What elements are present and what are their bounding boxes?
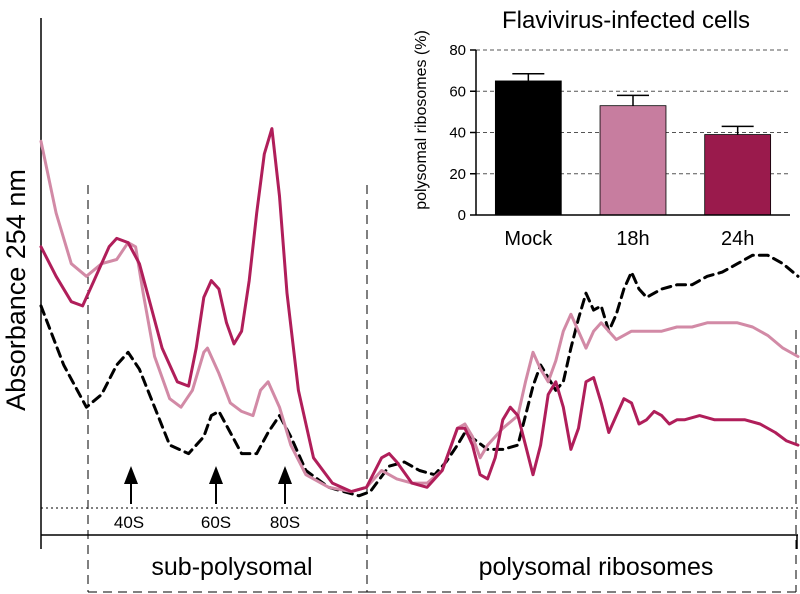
inset-title: Flavivirus-infected cells bbox=[502, 7, 750, 34]
region-label-sub-polysomal: sub-polysomal bbox=[151, 553, 312, 581]
peak-label-40s: 40S bbox=[114, 513, 144, 532]
region-label-polysomal: polysomal ribosomes bbox=[479, 553, 714, 581]
region-bracket-polysomal bbox=[367, 330, 797, 593]
inset-category-label-24h: 24h bbox=[721, 228, 754, 250]
inset-category-label-18h: 18h bbox=[616, 228, 649, 250]
region-bracket-sub-polysomal bbox=[87, 185, 368, 593]
inset-bars bbox=[494, 72, 772, 216]
peak-marker-80s: 80S bbox=[270, 466, 300, 532]
inset-category-label-mock: Mock bbox=[504, 228, 553, 250]
peak-label-60s: 60S bbox=[201, 513, 231, 532]
absorbance-traces bbox=[39, 127, 800, 498]
inset-y-axis-label: polysomal ribosomes (%) bbox=[413, 30, 430, 210]
inset-y-tick-label: 60 bbox=[449, 83, 466, 100]
inset-bar-24h bbox=[704, 134, 772, 216]
trace-24h bbox=[39, 127, 800, 494]
inset-y-tick-label: 0 bbox=[458, 207, 466, 224]
inset-y-tick-label: 80 bbox=[449, 42, 466, 59]
main-y-axis-label: Absorbance 254 nm bbox=[1, 169, 31, 411]
inset-bar-18h bbox=[599, 105, 667, 216]
peak-label-80s: 80S bbox=[270, 513, 300, 532]
trace-mock bbox=[39, 253, 800, 498]
inset-x-categories: Mock 18h 24h bbox=[504, 228, 754, 250]
peak-marker-40s: 40S bbox=[114, 466, 144, 532]
inset-bar-chart: Flavivirus-infected cells polysomal ribo… bbox=[413, 7, 790, 250]
inset-bar-mock bbox=[494, 80, 562, 216]
peak-marker-60s: 60S bbox=[201, 466, 231, 532]
inset-y-tick-label: 40 bbox=[449, 125, 466, 142]
inset-y-ticks: 0 20 40 60 80 bbox=[449, 42, 476, 224]
inset-y-tick-label: 20 bbox=[449, 166, 466, 183]
